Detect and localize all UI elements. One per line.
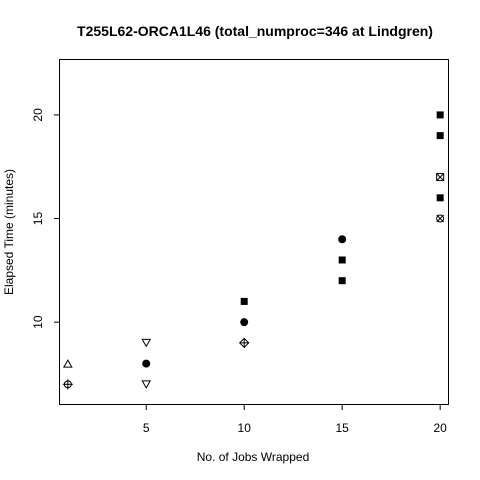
data-point [240,297,248,305]
x-tick-label: 5 [143,421,150,435]
plot-frame [59,59,449,405]
data-point [141,338,152,348]
y-axis: 10 15 20 [31,108,60,329]
y-tick-label: 20 [31,108,45,122]
data-point [436,132,444,140]
x-axis: 5 10 15 20 [143,404,447,435]
x-tick-label: 10 [238,421,252,435]
data-point [240,318,249,327]
data-point [436,194,444,202]
y-axis-label: Elapsed Time (minutes) [2,169,16,295]
data-point [62,359,73,368]
data-points [62,111,445,390]
data-point [338,277,346,285]
data-point [338,235,347,244]
x-tick-label: 20 [433,421,447,435]
data-point [142,359,151,368]
x-tick-label: 15 [336,421,350,435]
data-point [436,214,445,223]
data-point [436,111,444,119]
data-point [62,379,73,390]
chart-title: T255L62-ORCA1L46 (total_numproc=346 at L… [77,23,433,39]
data-point [238,337,250,349]
data-point [436,173,445,182]
x-axis-label: No. of Jobs Wrapped [197,450,310,464]
data-point [141,380,152,389]
data-point [338,256,346,264]
y-tick-label: 10 [31,315,45,329]
y-tick-label: 15 [31,212,45,226]
